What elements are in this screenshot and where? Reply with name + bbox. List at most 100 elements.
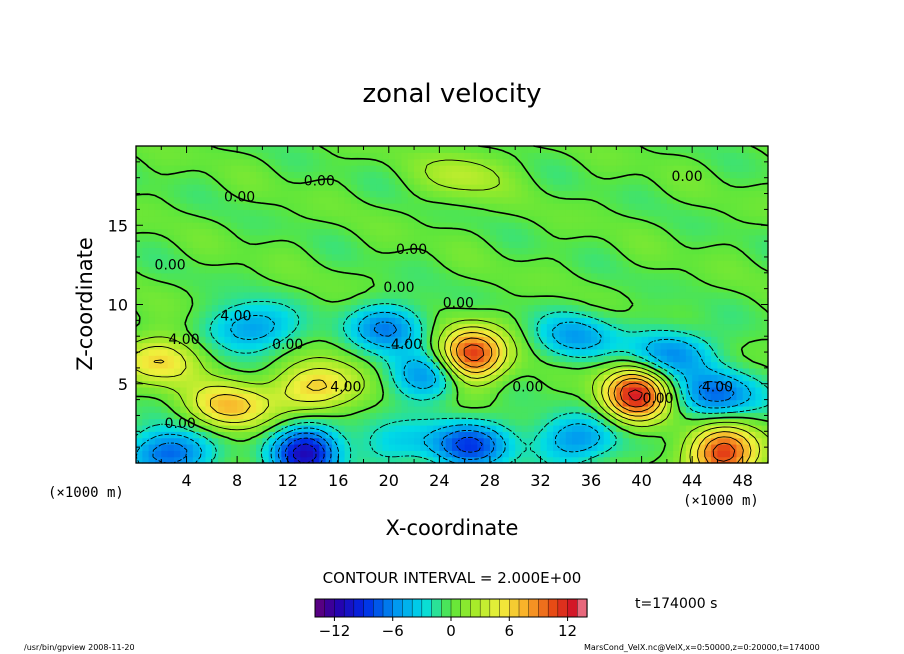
heatmap-cell [565, 380, 573, 388]
heatmap-cell [237, 310, 245, 318]
heatmap-cell [635, 260, 643, 268]
heatmap-cell [502, 266, 510, 274]
heatmap-cell [723, 234, 731, 242]
heatmap-cell [496, 361, 504, 369]
heatmap-cell [256, 405, 263, 413]
heatmap-cell [306, 361, 314, 369]
heatmap-cell [211, 348, 219, 356]
heatmap-cell [515, 196, 523, 204]
heatmap-cell [660, 298, 668, 306]
heatmap-cell [154, 241, 162, 249]
heatmap-cell [692, 405, 700, 413]
heatmap-cell [616, 342, 624, 350]
heatmap-cell [584, 380, 592, 388]
heatmap-cell [730, 209, 737, 217]
heatmap-cell [730, 405, 737, 413]
heatmap-cell [161, 361, 169, 369]
heatmap-cell [660, 272, 668, 280]
heatmap-cell [464, 146, 472, 153]
heatmap-cell [730, 203, 737, 210]
heatmap-cell [218, 386, 226, 394]
heatmap-cell [489, 380, 497, 388]
heatmap-cell [666, 304, 674, 312]
heatmap-cell [591, 184, 598, 191]
heatmap-cell [603, 348, 611, 356]
heatmap-cell [641, 190, 649, 198]
heatmap-cell [237, 323, 245, 331]
heatmap-cell [262, 329, 270, 337]
heatmap-cell [287, 177, 295, 185]
heatmap-cell [711, 348, 719, 356]
heatmap-cell [357, 424, 365, 432]
heatmap-cell [483, 456, 491, 464]
heatmap-cell [218, 266, 226, 274]
heatmap-cell [325, 177, 333, 185]
heatmap-cell [610, 266, 617, 274]
heatmap-cell [287, 158, 295, 166]
heatmap-cell [591, 412, 598, 420]
heatmap-cell [749, 304, 756, 312]
heatmap-cell [736, 386, 744, 394]
heatmap-cell [142, 342, 150, 350]
heatmap-cell [262, 348, 270, 356]
heatmap-cell [679, 260, 687, 268]
heatmap-cell [692, 146, 700, 153]
heatmap-cell [559, 152, 567, 160]
heatmap-cell [622, 209, 630, 217]
heatmap-cell [470, 158, 478, 166]
heatmap-cell [300, 234, 308, 242]
heatmap-cell [749, 291, 756, 299]
heatmap-cell [610, 367, 617, 375]
heatmap-cell [622, 450, 630, 458]
heatmap-cell [268, 348, 276, 356]
heatmap-cell [597, 405, 605, 413]
heatmap-cell [749, 431, 756, 439]
heatmap-cell [470, 310, 478, 318]
heatmap-cell [496, 272, 504, 280]
heatmap-cell [401, 361, 409, 369]
heatmap-cell [148, 298, 156, 306]
heatmap-cell [628, 152, 636, 160]
heatmap-cell [275, 272, 282, 280]
heatmap-cell [268, 386, 276, 394]
heatmap-cell [369, 374, 377, 382]
heatmap-cell [584, 431, 592, 439]
heatmap-cell [597, 228, 605, 236]
heatmap-cell [730, 304, 737, 312]
heatmap-cell [395, 241, 403, 249]
heatmap-cell [369, 209, 377, 217]
heatmap-cell [597, 209, 605, 217]
heatmap-cell [230, 380, 238, 388]
heatmap-cell [527, 418, 535, 426]
heatmap-cell [723, 291, 731, 299]
heatmap-cell [679, 310, 687, 318]
heatmap-cell [515, 272, 523, 280]
heatmap-cell [445, 285, 453, 293]
heatmap-cell [142, 329, 150, 337]
heatmap-cell [262, 158, 270, 166]
heatmap-cell [742, 215, 750, 223]
heatmap-cell [496, 190, 504, 198]
heatmap-cell [331, 222, 339, 230]
heatmap-cell [540, 196, 548, 204]
heatmap-cell [736, 298, 744, 306]
heatmap-cell [344, 393, 352, 401]
heatmap-cell [136, 165, 143, 172]
heatmap-cell [331, 336, 339, 344]
heatmap-cell [325, 317, 333, 325]
heatmap-cell [319, 152, 327, 160]
heatmap-cell [742, 203, 750, 210]
heatmap-cell [136, 374, 143, 382]
heatmap-cell [414, 412, 421, 420]
heatmap-cell [148, 184, 156, 191]
heatmap-cell [173, 380, 181, 388]
heatmap-cell [224, 317, 232, 325]
heatmap-cell [616, 418, 624, 426]
heatmap-cell [559, 222, 567, 230]
heatmap-cell [534, 386, 542, 394]
heatmap-cell [376, 386, 384, 394]
heatmap-cell [704, 241, 712, 249]
heatmap-cell [344, 374, 352, 382]
heatmap-cell [154, 424, 162, 432]
heatmap-cell [230, 190, 238, 198]
